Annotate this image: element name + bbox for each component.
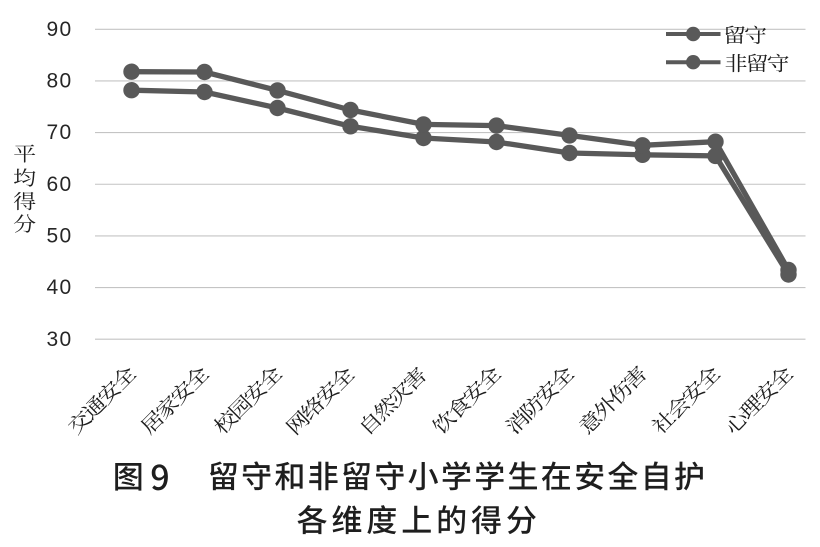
svg-text:80: 80 [47,70,73,93]
svg-text:70: 70 [47,121,73,144]
svg-text:30: 30 [47,328,73,351]
svg-text:90: 90 [47,18,73,41]
svg-text:40: 40 [47,276,73,299]
svg-text:50: 50 [47,225,73,248]
svg-text:60: 60 [47,173,73,196]
